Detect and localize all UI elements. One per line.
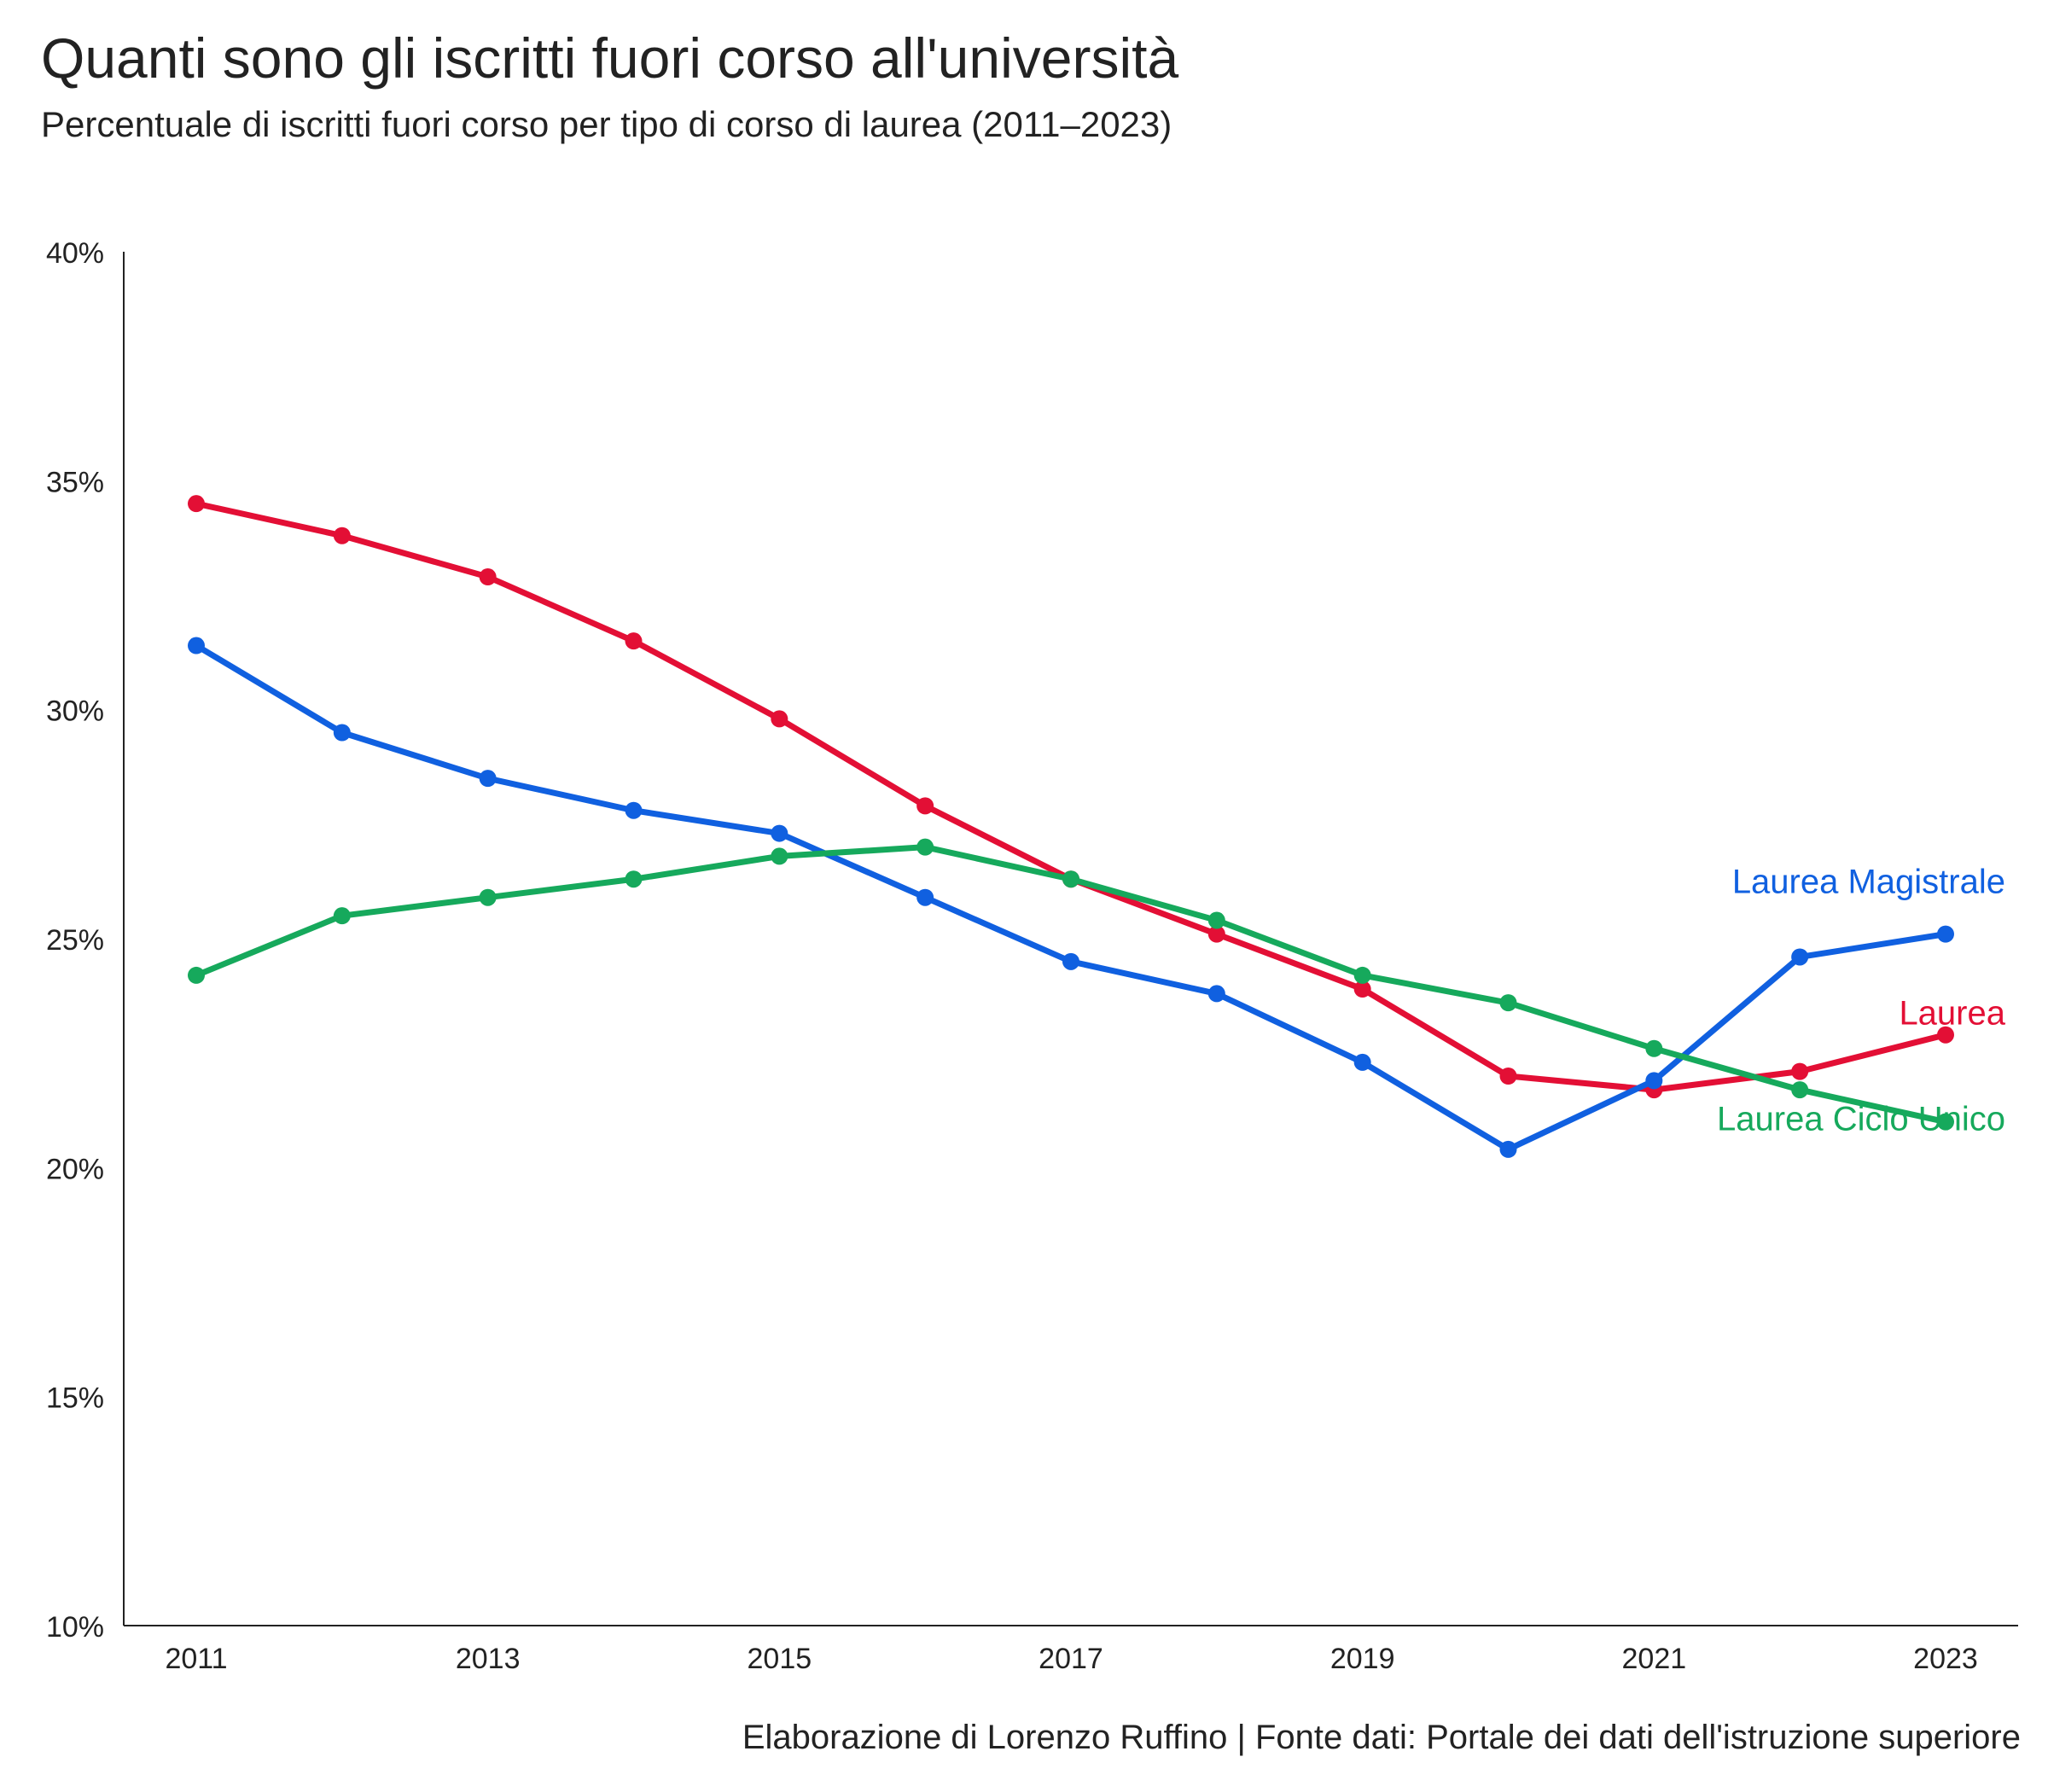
data-point-laurea-magistrale [1499, 1140, 1517, 1158]
data-point-laurea-magistrale [1791, 948, 1809, 966]
data-point-laurea-ciclo-unico [479, 888, 497, 906]
y-tick-label: 10% [46, 1611, 104, 1644]
data-point-laurea-magistrale [1645, 1072, 1663, 1090]
chart-axes: 10% 15% 20% 25% 30% 35% 40% 2011 2013 2015 2017 201… [46, 237, 2018, 1675]
data-point-laurea-magistrale [188, 637, 205, 655]
data-point-laurea-magistrale [1062, 952, 1079, 970]
data-point-laurea [625, 632, 643, 650]
data-point-laurea-magistrale [771, 824, 788, 842]
series-labels: Laurea Laurea Magistrale Laurea Ciclo Unic… [1717, 864, 2006, 1138]
data-point-laurea-magistrale [1937, 925, 1954, 943]
data-point-laurea-ciclo-unico [625, 870, 643, 888]
series-laurea-magistrale [188, 637, 1954, 1158]
data-point-laurea-magistrale [1353, 1053, 1371, 1071]
x-tick-label: 2017 [1039, 1643, 1103, 1675]
x-tick-label: 2013 [456, 1643, 521, 1675]
y-tick-label: 25% [46, 924, 104, 957]
data-point-laurea-ciclo-unico [1645, 1039, 1663, 1057]
y-tick-label: 35% [46, 466, 104, 498]
series-label: Laurea [1899, 995, 2005, 1033]
data-point-laurea [188, 495, 205, 513]
data-point-laurea [1937, 1026, 1954, 1044]
y-tick-label: 30% [46, 695, 104, 728]
y-tick-label: 15% [46, 1382, 104, 1415]
data-point-laurea-magistrale [333, 724, 351, 742]
data-point-laurea-ciclo-unico [333, 907, 351, 925]
data-point-laurea [479, 568, 497, 586]
data-point-laurea-ciclo-unico [1062, 870, 1079, 888]
data-point-laurea-magistrale [625, 801, 643, 819]
data-point-laurea [1499, 1068, 1517, 1085]
x-tick-label: 2019 [1330, 1643, 1395, 1675]
x-tick-label: 2023 [1913, 1643, 1978, 1675]
data-point-laurea-ciclo-unico [916, 838, 934, 856]
series-laurea-ciclo-unico [188, 838, 1954, 1131]
x-tick-label: 2011 [165, 1643, 227, 1675]
series-laurea [188, 495, 1954, 1099]
data-point-laurea [1207, 925, 1225, 943]
data-point-laurea [333, 527, 351, 544]
data-point-laurea-ciclo-unico [1499, 994, 1517, 1012]
data-point-laurea-ciclo-unico [1791, 1081, 1809, 1099]
y-tick-label: 20% [46, 1153, 104, 1185]
data-point-laurea [1791, 1062, 1809, 1080]
series-line-laurea-magistrale [193, 643, 1949, 1153]
data-point-laurea-magistrale [1207, 985, 1225, 1003]
data-point-laurea [916, 797, 934, 815]
series-line-laurea-ciclo-unico [193, 844, 1949, 1126]
data-point-laurea-magistrale [479, 770, 497, 788]
data-point-laurea-ciclo-unico [188, 966, 205, 984]
data-point-laurea [771, 710, 788, 728]
data-point-laurea [1353, 980, 1371, 998]
series-label: Laurea Magistrale [1732, 864, 2005, 901]
data-point-laurea-magistrale [916, 888, 934, 906]
source-caption: Elaborazione di Lorenzo Ruffino | Fonte … [742, 1719, 2021, 1756]
data-point-laurea-ciclo-unico [1207, 911, 1225, 929]
chart-subtitle: Percentuale di iscritti fuori corso per … [41, 104, 1172, 144]
y-tick-label: 40% [46, 237, 104, 270]
x-tick-label: 2015 [748, 1643, 812, 1675]
data-point-laurea-ciclo-unico [771, 847, 788, 865]
data-point-laurea-ciclo-unico [1353, 966, 1371, 984]
series-label: Laurea Ciclo Unico [1717, 1101, 2005, 1138]
x-tick-label: 2021 [1622, 1643, 1687, 1675]
chart-series [188, 495, 1954, 1158]
data-point-laurea-ciclo-unico [1937, 1113, 1954, 1131]
series-line-laurea [193, 500, 1949, 1093]
chart-title: Quanti sono gli iscritti fuori corso all… [41, 26, 1179, 90]
